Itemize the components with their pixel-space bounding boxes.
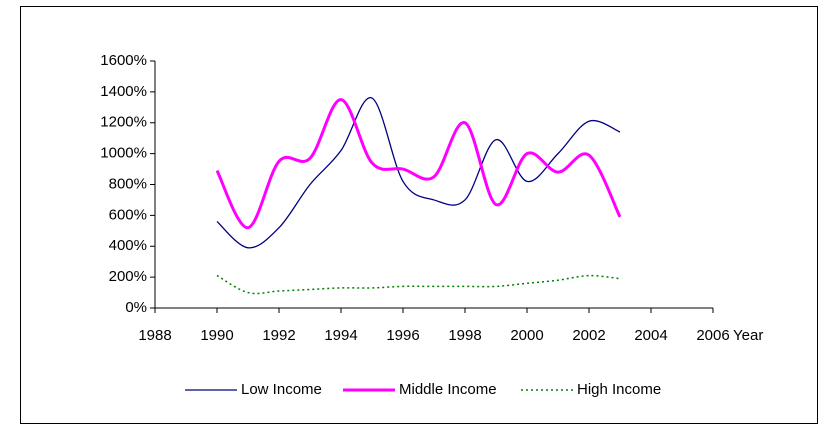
x-tick-label: 1998 [448, 327, 481, 344]
y-tick-label: 1000% [100, 145, 147, 162]
x-tick-label: 1990 [200, 327, 233, 344]
x-tick-label: 2002 [572, 327, 605, 344]
x-tick-label: 1988 [138, 327, 171, 344]
y-tick-label: 1600% [100, 52, 147, 69]
legend-label: Low Income [241, 381, 322, 398]
y-tick-label: 1400% [100, 83, 147, 100]
series-line [216, 274, 621, 295]
x-tick-label: 2004 [634, 327, 667, 344]
x-tick-label: 1994 [324, 327, 357, 344]
series-line [215, 98, 622, 230]
y-tick-label: 400% [109, 237, 147, 254]
x-tick-label: 1992 [262, 327, 295, 344]
x-tick-label: 2006 [696, 327, 729, 344]
x-tick-label: 1996 [386, 327, 419, 344]
y-tick-label: 0% [125, 299, 147, 316]
y-tick-label: 200% [109, 268, 147, 285]
x-axis-label: Year [733, 327, 763, 344]
legend-label: Middle Income [399, 381, 497, 398]
x-tick-label: 2000 [510, 327, 543, 344]
y-tick-label: 1200% [100, 114, 147, 131]
y-tick-label: 600% [109, 206, 147, 223]
y-tick-label: 800% [109, 175, 147, 192]
series-line [216, 97, 621, 249]
legend-label: High Income [577, 381, 661, 398]
